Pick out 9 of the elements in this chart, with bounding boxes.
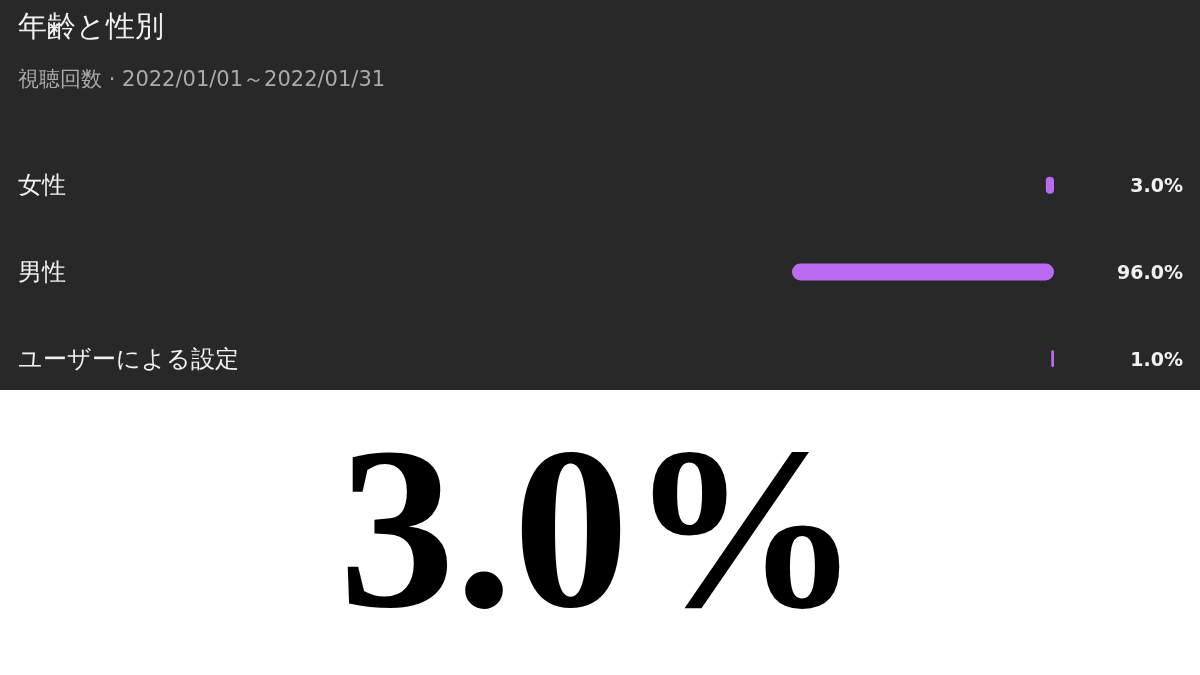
y-tick-label: 女性 — [18, 171, 66, 200]
text: 年齢と性別 — [18, 9, 164, 43]
data-label: 96.0% — [1117, 261, 1183, 283]
annotation: 3.0% — [339, 399, 861, 656]
text: 視聴回数 · 2022/01/01～2022/01/31 — [18, 67, 386, 91]
data-label: 3.0% — [1130, 174, 1183, 197]
data-label: 1.0% — [1130, 347, 1183, 370]
y-tick-label: 男性 — [18, 258, 66, 286]
y-tick-label: ユーザーによる設定 — [18, 344, 239, 373]
